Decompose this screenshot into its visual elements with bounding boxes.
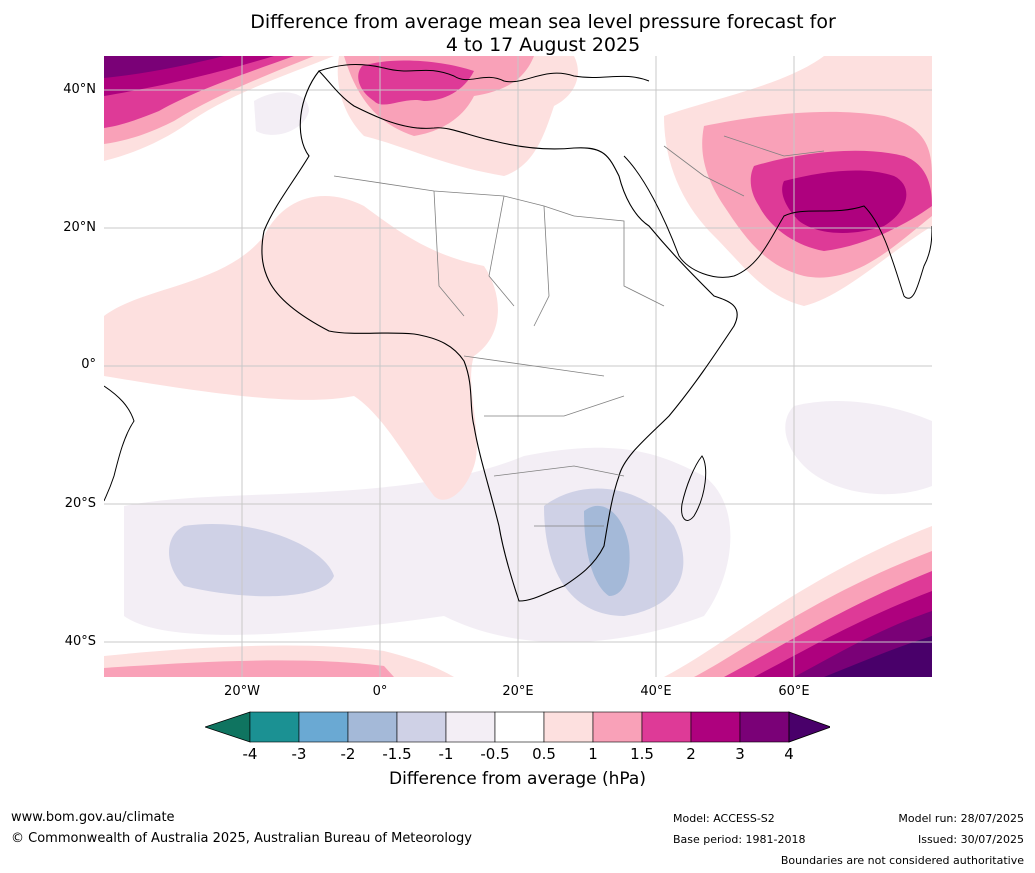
asia-coastline <box>623 155 932 299</box>
footer-base-period: Base period: 1981-2018 <box>673 833 806 846</box>
lat-label-0: 0° <box>81 357 96 372</box>
footer-website: www.bom.gov.au/climate <box>11 810 175 825</box>
lon-label-40e: 40°E <box>640 684 672 699</box>
colorbar-swatch <box>739 711 790 743</box>
colorbar-swatch <box>494 711 545 743</box>
colorbar <box>205 711 830 743</box>
map-svg <box>104 56 932 677</box>
colorbar-under-arrow <box>205 711 251 743</box>
footer-issued: Issued: 30/07/2025 <box>917 833 1024 846</box>
map-title-line1: Difference from average mean sea level p… <box>250 11 836 33</box>
madagascar-coastline <box>681 455 707 521</box>
colorbar-tick-label: 1 <box>588 745 598 763</box>
colorbar-tick-label: -0.5 <box>480 745 510 763</box>
lon-label-20e: 20°E <box>502 684 534 699</box>
europe-coastline <box>318 64 650 83</box>
lat-label-20n: 20°N <box>63 220 96 235</box>
neg-anomaly-1p5-safrica <box>584 505 630 596</box>
colorbar-over-arrow <box>788 711 830 743</box>
colorbar-swatch <box>298 711 349 743</box>
colorbar-tick-label: -3 <box>291 745 307 763</box>
neg-anomaly-0p5-indian <box>785 401 932 495</box>
lat-label-40n: 40°N <box>63 82 96 97</box>
colorbar-label: Difference from average (hPa) <box>389 769 646 789</box>
pos-anomaly-1p5-med <box>358 60 474 105</box>
colorbar-tick-label: 0.5 <box>532 745 556 763</box>
pos-anomaly-2-asia <box>782 170 907 233</box>
colorbar-tick-label: 2 <box>686 745 696 763</box>
colorbar-swatch <box>690 711 741 743</box>
pos-anomaly-4-se <box>824 636 932 677</box>
colorbar-tick-label: -4 <box>242 745 258 763</box>
lon-label-20w: 20°W <box>224 684 260 699</box>
footer-copyright: © Commonwealth of Australia 2025, Austra… <box>11 831 472 846</box>
footer-model-run: Model run: 28/07/2025 <box>898 812 1024 825</box>
pos-anomaly-1-sw <box>104 660 394 677</box>
colorbar-swatch <box>543 711 594 743</box>
colorbar-swatch <box>445 711 496 743</box>
colorbar-swatch <box>592 711 643 743</box>
colorbar-tick-label: 4 <box>784 745 794 763</box>
country-borders <box>333 135 825 527</box>
colorbar-tick-label: 3 <box>735 745 745 763</box>
lon-label-0: 0° <box>372 684 388 699</box>
colorbar-swatch <box>347 711 398 743</box>
colorbar-swatch <box>249 711 300 743</box>
colorbar-swatch <box>396 711 447 743</box>
south-america-coastline <box>104 385 135 502</box>
colorbar-tick-label: -2 <box>340 745 356 763</box>
lat-label-20s: 20°S <box>64 496 96 511</box>
lon-label-60e: 60°E <box>778 684 810 699</box>
footer-model: Model: ACCESS-S2 <box>673 812 775 825</box>
colorbar-tick-label: -1 <box>438 745 454 763</box>
footer-disclaimer: Boundaries are not considered authoritat… <box>780 854 1024 867</box>
colorbar-swatch <box>641 711 692 743</box>
anomaly-map <box>104 56 932 677</box>
africa-coastline <box>261 70 738 602</box>
pos-anomaly-0p5-atlantic <box>104 196 498 500</box>
map-title-line2: 4 to 17 August 2025 <box>445 34 641 56</box>
neg-anomaly-0p5-med <box>254 92 309 135</box>
colorbar-tick-label: -1.5 <box>382 745 412 763</box>
graticule <box>104 56 932 677</box>
neg-anomaly-1 <box>169 524 334 597</box>
colorbar-tick-label: 1.5 <box>630 745 654 763</box>
lat-label-40s: 40°S <box>64 634 96 649</box>
pos-anomaly-3-nw <box>104 56 224 78</box>
